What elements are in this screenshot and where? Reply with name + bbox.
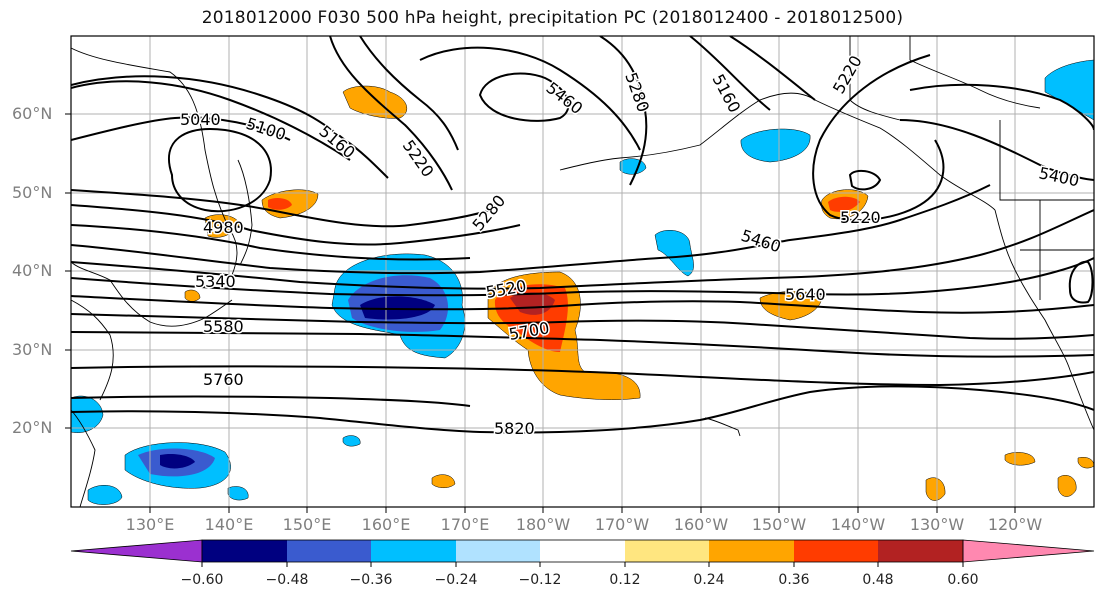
- colorbar-bin: [878, 540, 963, 562]
- lat-label: 40°N: [12, 261, 53, 280]
- contour-label: 5640: [785, 285, 826, 304]
- colorbar-extend-high: [962, 539, 1095, 563]
- pos-anomaly-patch: [1057, 475, 1077, 497]
- neg-anomaly-patch: [740, 128, 811, 163]
- colorbar-bin: [456, 540, 540, 562]
- pos-anomaly-patch: [268, 197, 292, 210]
- lon-label: 160°E: [361, 515, 411, 534]
- pos-anomaly-patch: [342, 85, 408, 119]
- pos-anomaly-patch: [925, 477, 946, 501]
- height-contours: [71, 36, 1094, 434]
- contour-label: 5820: [494, 419, 535, 438]
- pos-anomaly-patch: [1077, 457, 1094, 469]
- neg-anomaly-patch: [342, 435, 361, 447]
- colorbar-tick-label: 0.12: [609, 572, 641, 588]
- colorbar-bin: [540, 540, 625, 562]
- pos-anomaly-patch: [184, 289, 201, 302]
- lon-label: 170°W: [594, 515, 650, 534]
- coastlines: [71, 36, 1094, 507]
- lat-label: 60°N: [12, 104, 53, 123]
- lon-label: 130°E: [125, 515, 175, 534]
- contour-label: 5340: [195, 272, 236, 291]
- colorbar-bin: [709, 540, 794, 562]
- neg-anomaly-patch: [619, 158, 647, 175]
- neg-anomaly-patch: [160, 453, 195, 469]
- lon-label: 130°W: [909, 515, 965, 534]
- lon-label: 140°W: [830, 515, 886, 534]
- colorbar-tick-label: −0.36: [349, 572, 393, 588]
- colorbar-bin: [371, 540, 456, 562]
- lat-label: 30°N: [12, 340, 53, 359]
- colorbar-bin: [202, 540, 287, 562]
- colorbar-tick-label: −0.24: [434, 572, 478, 588]
- lon-label: 150°E: [282, 515, 332, 534]
- lon-label: 140°E: [204, 515, 254, 534]
- neg-anomaly-patch: [87, 485, 123, 505]
- neg-anomaly-patch: [71, 395, 104, 433]
- contour-label: 5400: [1037, 163, 1081, 190]
- neg-anomaly-patch: [1044, 59, 1094, 121]
- neg-anomaly-patch: [227, 486, 249, 501]
- pos-anomaly-patch: [1004, 452, 1036, 466]
- colorbar-tick-label: −0.60: [180, 572, 224, 588]
- contour-label: 5580: [203, 317, 244, 336]
- colorbar-bin: [794, 540, 878, 562]
- contour-label: 4980: [203, 218, 244, 237]
- contour-label: 5220: [840, 208, 881, 227]
- lon-label: 150°W: [751, 515, 807, 534]
- neg-anomaly-patch: [654, 230, 694, 277]
- colorbar-tick-label: −0.12: [518, 572, 562, 588]
- colorbar-tick-label: 0.24: [693, 572, 725, 588]
- neg-anomaly-patch: [360, 296, 435, 320]
- pos-anomaly-patch: [431, 474, 456, 488]
- colorbar-extend-low: [70, 539, 203, 563]
- map-title: 2018012000 F030 500 hPa height, precipit…: [201, 8, 904, 28]
- colorbar-tick-label: 0.48: [862, 572, 894, 588]
- axis-ticks: [65, 113, 1016, 513]
- contour-label: 5280: [621, 70, 653, 115]
- contour-label: 5100: [244, 114, 289, 145]
- lat-label: 50°N: [12, 183, 53, 202]
- colorbar-tick-label: −0.48: [265, 572, 309, 588]
- pos-anomaly-patch: [828, 196, 860, 212]
- lon-label: 170°E: [440, 515, 490, 534]
- colorbar: [70, 539, 1095, 567]
- lon-label: 160°W: [673, 515, 729, 534]
- lon-label: 120°W: [987, 515, 1043, 534]
- contour-label: 5220: [399, 136, 438, 180]
- graticule: [71, 36, 1094, 507]
- lat-label: 20°N: [12, 418, 53, 437]
- colorbar-bin: [625, 540, 709, 562]
- contour-label: 5160: [708, 71, 744, 116]
- contour-label: 5040: [180, 110, 221, 129]
- contour-label: 5460: [739, 226, 784, 257]
- colorbar-bin: [287, 540, 371, 562]
- contour-label: 5760: [203, 370, 244, 389]
- lon-label: 180°W: [515, 515, 571, 534]
- pos-anomaly-patch: [510, 292, 555, 315]
- colorbar-tick-label: 0.60: [947, 572, 979, 588]
- colorbar-tick-label: 0.36: [778, 572, 810, 588]
